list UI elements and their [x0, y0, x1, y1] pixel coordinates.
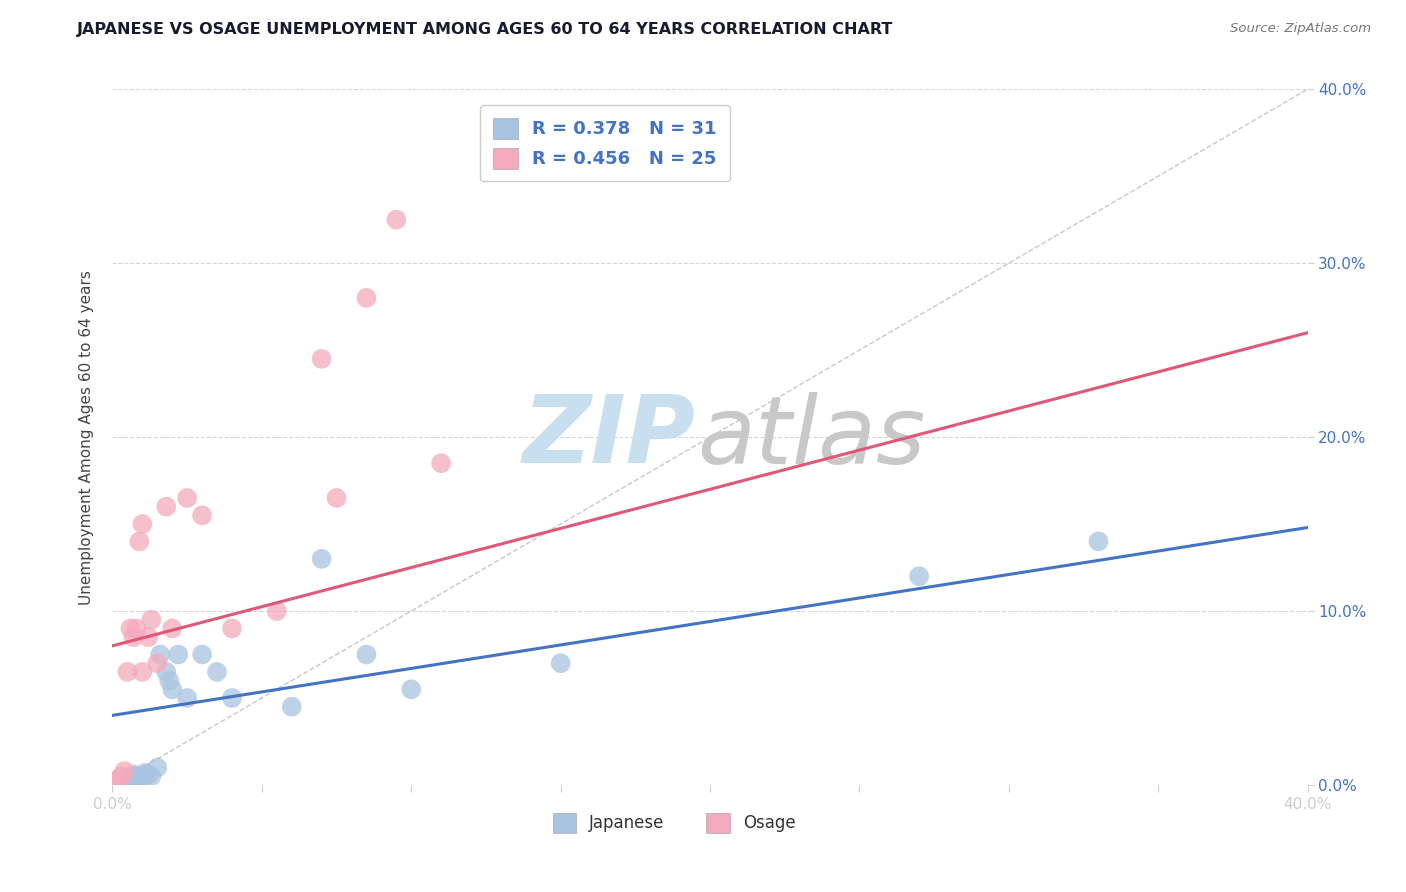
Point	[550, 657, 572, 671]
Point	[114, 772, 135, 787]
Point	[162, 682, 183, 697]
Point	[141, 613, 163, 627]
Point	[122, 767, 145, 781]
Point	[205, 665, 228, 679]
Y-axis label: Unemployment Among Ages 60 to 64 years: Unemployment Among Ages 60 to 64 years	[79, 269, 94, 605]
Point	[176, 491, 198, 505]
Point	[167, 648, 190, 662]
Point	[131, 516, 153, 531]
Point	[149, 648, 172, 662]
Point	[120, 621, 142, 635]
Point	[131, 769, 153, 783]
Point	[128, 534, 150, 549]
Point	[117, 771, 139, 785]
Point	[266, 604, 288, 618]
Point	[908, 569, 931, 583]
Point	[138, 630, 160, 644]
Point	[155, 500, 177, 514]
Point	[191, 508, 214, 523]
Point	[120, 772, 142, 787]
Point	[146, 760, 169, 774]
Point	[356, 291, 378, 305]
Point	[162, 621, 183, 635]
Point	[157, 673, 180, 688]
Point	[107, 772, 129, 787]
Point	[122, 630, 145, 644]
Point	[110, 769, 132, 783]
Text: Source: ZipAtlas.com: Source: ZipAtlas.com	[1230, 22, 1371, 36]
Point	[146, 657, 169, 671]
Point	[110, 772, 132, 787]
Point	[430, 456, 453, 470]
Text: atlas: atlas	[697, 392, 925, 483]
Text: JAPANESE VS OSAGE UNEMPLOYMENT AMONG AGES 60 TO 64 YEARS CORRELATION CHART: JAPANESE VS OSAGE UNEMPLOYMENT AMONG AGE…	[77, 22, 894, 37]
Point	[385, 212, 408, 227]
Legend: Japanese, Osage: Japanese, Osage	[546, 806, 803, 839]
Point	[401, 682, 423, 697]
Point	[221, 621, 243, 635]
Point	[1087, 534, 1109, 549]
Point	[128, 771, 150, 785]
Point	[176, 690, 198, 705]
Point	[107, 774, 129, 789]
Point	[131, 665, 153, 679]
Point	[125, 769, 148, 783]
Point	[125, 621, 148, 635]
Point	[117, 665, 139, 679]
Point	[281, 699, 304, 714]
Point	[138, 767, 160, 781]
Point	[114, 764, 135, 778]
Point	[134, 765, 156, 780]
Point	[311, 551, 333, 566]
Point	[191, 648, 214, 662]
Point	[311, 351, 333, 366]
Point	[101, 774, 124, 789]
Text: ZIP: ZIP	[522, 391, 695, 483]
Point	[325, 491, 347, 505]
Point	[356, 648, 378, 662]
Point	[221, 690, 243, 705]
Point	[101, 774, 124, 789]
Point	[155, 665, 177, 679]
Point	[117, 774, 139, 789]
Point	[141, 769, 163, 783]
